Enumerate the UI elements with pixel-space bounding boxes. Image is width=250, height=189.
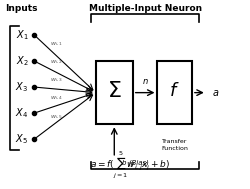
Text: $w_{i,5}$: $w_{i,5}$ [50, 113, 63, 121]
Text: b (Bias): b (Bias) [122, 160, 148, 166]
Text: Multiple-Input Neuron: Multiple-Input Neuron [88, 4, 202, 13]
Text: $\Sigma$: $\Sigma$ [107, 81, 122, 101]
Text: Transfer
Function: Transfer Function [161, 139, 188, 151]
Text: $X_4$: $X_4$ [15, 106, 28, 120]
Text: $f$: $f$ [169, 82, 180, 100]
Text: a: a [213, 88, 219, 98]
Text: $w_{i,1}$: $w_{i,1}$ [50, 40, 63, 48]
Text: $X_1$: $X_1$ [16, 28, 28, 42]
Text: $w_{i,2}$: $w_{i,2}$ [50, 59, 63, 66]
Text: Inputs: Inputs [6, 4, 38, 13]
Text: $w_{i,4}$: $w_{i,4}$ [50, 95, 63, 102]
Text: $X_5$: $X_5$ [16, 132, 28, 146]
Text: n: n [142, 77, 148, 86]
FancyBboxPatch shape [96, 61, 133, 124]
Text: $X_2$: $X_2$ [16, 54, 28, 68]
Text: $w_{i,3}$: $w_{i,3}$ [50, 77, 63, 84]
Text: $X_3$: $X_3$ [16, 80, 28, 94]
FancyBboxPatch shape [158, 61, 192, 124]
Text: $a = f(\sum_{j=1}^{5} w_{i,j}x_j + b)$: $a = f(\sum_{j=1}^{5} w_{i,j}x_j + b)$ [90, 149, 170, 180]
